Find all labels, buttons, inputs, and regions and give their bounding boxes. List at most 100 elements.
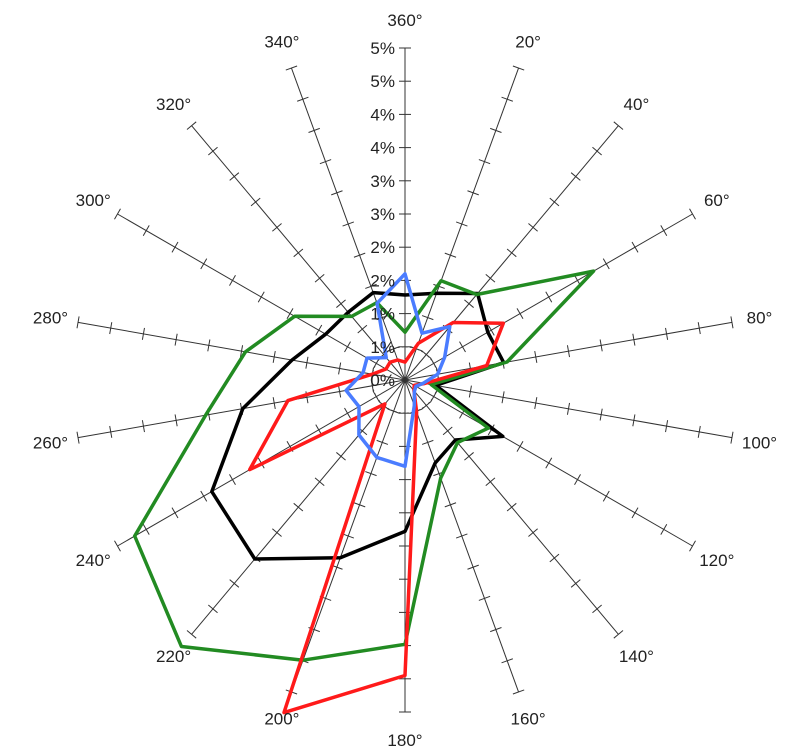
- radial-label: 2%: [370, 271, 395, 290]
- axis-tick: [455, 533, 468, 539]
- axis-tick: [365, 283, 377, 289]
- radial-label: 3%: [370, 172, 395, 191]
- axis-tick: [319, 159, 332, 165]
- axis-tick: [632, 333, 636, 346]
- axis-tick: [485, 274, 496, 283]
- axis-tick: [689, 208, 696, 220]
- angle-label: 300°: [76, 191, 111, 210]
- axis-tick: [528, 528, 538, 537]
- axis-tick: [602, 490, 610, 502]
- radial-label: 2%: [370, 238, 395, 257]
- axis-tick: [372, 391, 380, 403]
- axis-tick: [344, 341, 351, 353]
- axis-tick: [208, 146, 218, 156]
- axis-tick: [286, 308, 294, 320]
- axis-tick: [665, 420, 669, 433]
- axes-layer: [76, 47, 734, 713]
- radial-label: 5%: [370, 72, 395, 91]
- axis-tick: [370, 379, 374, 392]
- axis-tick: [501, 391, 505, 404]
- axis-tick: [430, 391, 438, 403]
- axis-tick: [490, 127, 502, 133]
- axis-tick: [186, 630, 197, 639]
- axis-tick: [207, 339, 211, 352]
- angle-label: 320°: [156, 95, 191, 114]
- axis-tick: [545, 457, 553, 469]
- angle-label: 200°: [264, 709, 299, 728]
- axis-tick: [421, 401, 432, 410]
- axis-tick: [387, 346, 400, 352]
- axis-tick: [599, 339, 603, 352]
- angle-label: 140°: [619, 647, 654, 666]
- angle-label: 260°: [33, 434, 68, 453]
- axis-tick: [336, 299, 346, 308]
- axis-tick: [506, 502, 517, 512]
- axis-tick: [229, 274, 236, 286]
- axis-tick: [171, 241, 179, 253]
- axis-tick: [730, 431, 734, 444]
- axis-tick: [430, 357, 438, 369]
- axis-tick: [442, 426, 453, 436]
- axis-tick: [338, 385, 342, 398]
- radial-label: 3%: [370, 205, 395, 224]
- axis-tick: [208, 604, 218, 614]
- axis-tick: [570, 579, 581, 588]
- axis-tick: [141, 420, 145, 433]
- axis-tick: [272, 350, 276, 363]
- axis-tick: [109, 322, 113, 335]
- axis-tick: [566, 345, 571, 358]
- axis-tick: [512, 65, 525, 71]
- axis-tick: [314, 477, 325, 486]
- axis-tick: [229, 579, 240, 588]
- axis-tick: [631, 241, 639, 253]
- axis-tick: [229, 474, 236, 486]
- axis-tick: [285, 65, 298, 71]
- axis-tick: [478, 159, 491, 165]
- axis-tick: [444, 252, 457, 258]
- axis-tick: [592, 146, 602, 156]
- axis-tick: [200, 490, 208, 502]
- axis-tick: [142, 523, 150, 535]
- axis-tick: [353, 502, 366, 508]
- axis-tick: [697, 322, 701, 335]
- axis-tick: [501, 96, 514, 102]
- axis-tick: [353, 252, 366, 258]
- axis-tick: [308, 127, 320, 133]
- axis-tick: [468, 385, 472, 398]
- axis-tick: [549, 553, 560, 563]
- labels-layer: 360° 20° 40° 60° 80° 100° 120° 140° 160° 180° 200°…: [33, 11, 777, 750]
- series-line-2: [247, 320, 506, 715]
- axis-tick: [239, 345, 244, 358]
- axis-tick: [485, 477, 496, 486]
- angle-label: 280°: [33, 309, 68, 328]
- axis-tick: [314, 274, 325, 283]
- angle-label: 180°: [387, 731, 422, 750]
- axis-tick: [464, 299, 474, 308]
- axis-tick: [455, 221, 468, 227]
- axis-tick: [512, 689, 525, 695]
- axis-tick: [296, 96, 309, 102]
- axis-tick: [272, 223, 282, 232]
- axis-tick: [171, 507, 179, 519]
- axis-tick: [141, 327, 145, 340]
- axis-tick: [376, 439, 389, 445]
- axis-tick: [372, 357, 380, 369]
- axis-tick: [257, 291, 265, 303]
- axis-tick: [387, 408, 400, 414]
- axis-tick: [344, 407, 351, 419]
- axis-tick: [336, 452, 346, 461]
- axis-tick: [109, 425, 113, 438]
- axis-tick: [331, 190, 343, 196]
- axis-tick: [534, 397, 538, 410]
- axis-tick: [342, 221, 355, 227]
- axis-tick: [459, 341, 466, 353]
- axis-tick: [549, 197, 560, 207]
- axis-tick: [338, 362, 342, 375]
- axis-tick: [516, 308, 524, 320]
- axis-tick: [689, 540, 696, 552]
- axis-tick: [534, 350, 538, 363]
- axis-tick: [602, 258, 610, 270]
- axis-tick: [599, 408, 603, 421]
- axis-tick: [665, 327, 669, 340]
